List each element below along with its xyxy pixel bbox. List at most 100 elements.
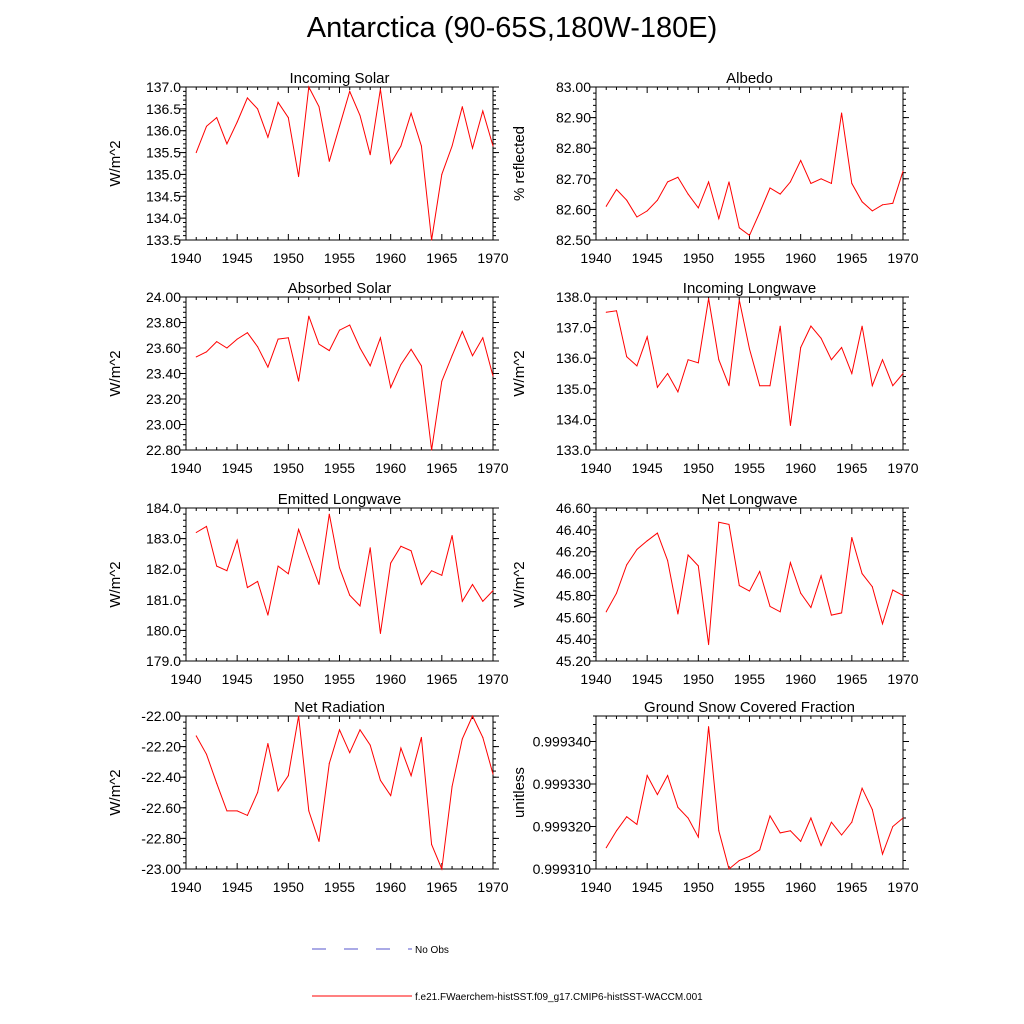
data-point: [246, 814, 248, 816]
x-tick-label: 1950: [273, 879, 304, 895]
y-tick-label: 0.999320: [533, 819, 592, 835]
data-point: [626, 564, 628, 566]
x-tick-label: 1950: [273, 671, 304, 687]
x-tick-label: 1940: [170, 250, 201, 266]
data-point: [871, 809, 873, 810]
data-point: [461, 600, 463, 602]
data-point: [328, 513, 330, 515]
data-point: [379, 337, 381, 339]
data-point: [830, 614, 832, 616]
data-point: [738, 860, 740, 861]
y-axis-label: unitless: [511, 767, 528, 818]
data-point: [902, 817, 904, 819]
panel-title: Incoming Longwave: [683, 280, 816, 297]
y-axis-label: W/m^2: [107, 350, 124, 396]
data-point: [287, 775, 289, 777]
x-tick-label: 1950: [273, 250, 304, 266]
x-tick-label: 1965: [836, 250, 867, 266]
x-tick-label: 1970: [887, 671, 918, 687]
y-tick-label: 133.5: [146, 232, 181, 248]
series-line: [606, 298, 904, 426]
y-axis-label: % reflected: [511, 126, 528, 201]
data-point: [195, 735, 197, 737]
data-point: [728, 523, 730, 525]
data-point: [615, 592, 617, 594]
x-tick-label: 1960: [785, 460, 816, 476]
data-point: [677, 806, 679, 808]
y-tick-label: 134.0: [146, 210, 181, 226]
plot-frame: [185, 296, 494, 451]
x-tick-label: 1945: [632, 671, 663, 687]
data-point: [349, 752, 351, 754]
y-tick-label: 23.40: [146, 366, 181, 382]
data-point: [871, 210, 873, 212]
y-tick-label: 82.70: [556, 171, 591, 187]
x-tick-label: 1940: [170, 879, 201, 895]
y-tick-label: 135.0: [146, 166, 181, 182]
legend-label-model: f.e21.FWaerchem-histSST.f09_g17.CMIP6-hi…: [415, 992, 703, 1003]
data-point: [216, 565, 218, 567]
data-point: [769, 385, 771, 387]
x-tick-label: 1940: [580, 879, 611, 895]
y-tick-label: 133.0: [556, 442, 591, 458]
data-point: [697, 836, 699, 838]
panel-albedo: Albedo 1940 1945 1950 1955 1960 1965 1970 83.00 8…: [511, 70, 919, 266]
data-point: [738, 585, 740, 587]
data-point: [400, 747, 402, 749]
y-tick-label: 0.999330: [533, 776, 592, 792]
data-point: [308, 810, 310, 812]
panel-title: Net Radiation: [294, 699, 385, 716]
data-point: [749, 590, 750, 592]
data-point: [267, 743, 269, 745]
series-line: [605, 112, 904, 237]
panel-net-radiation: Net Radiation 1940 1945 1950 1955 1960 1965 197…: [107, 699, 509, 895]
data-point: [759, 570, 761, 572]
data-point: [195, 152, 197, 154]
data-point: [369, 744, 371, 746]
data-point: [379, 632, 381, 634]
data-point: [431, 844, 433, 846]
data-point: [267, 136, 269, 138]
data-point: [841, 112, 843, 114]
x-tick-label: 1965: [836, 460, 867, 476]
data-point: [902, 170, 904, 172]
data-point: [687, 817, 689, 819]
data-point: [830, 359, 832, 361]
data-point: [861, 573, 863, 575]
data-point: [451, 785, 453, 787]
data-point: [287, 573, 289, 575]
data-point: [779, 193, 781, 195]
data-point: [257, 108, 259, 110]
data-point: [697, 565, 699, 567]
data-point: [451, 145, 453, 147]
data-point: [902, 373, 904, 374]
x-tick-label: 1945: [222, 250, 253, 266]
data-point: [461, 106, 463, 108]
data-point: [667, 559, 669, 561]
x-tick-label: 1945: [632, 250, 663, 266]
data-point: [390, 163, 392, 164]
data-point: [287, 117, 289, 119]
data-point: [687, 193, 689, 195]
data-point: [339, 125, 340, 127]
data-point: [277, 338, 279, 340]
y-tick-label: 183.0: [146, 531, 181, 547]
y-tick-label: 82.80: [556, 140, 591, 156]
data-point: [789, 830, 791, 832]
x-tick-label: 1960: [785, 671, 816, 687]
x-tick-label: 1940: [580, 250, 611, 266]
y-tick-label: 0.999340: [533, 734, 592, 750]
y-tick-label: 134.5: [146, 188, 181, 204]
data-point: [646, 210, 648, 212]
data-point: [636, 216, 638, 218]
y-tick-label: 135.0: [556, 381, 591, 397]
data-point: [410, 550, 412, 552]
data-point: [226, 347, 228, 349]
data-point: [492, 375, 494, 377]
data-point: [892, 385, 894, 387]
data-point: [769, 187, 771, 189]
x-tick-label: 1955: [324, 250, 355, 266]
data-point: [328, 350, 330, 352]
x-tick-label: 1950: [683, 460, 714, 476]
data-point: [359, 729, 361, 731]
